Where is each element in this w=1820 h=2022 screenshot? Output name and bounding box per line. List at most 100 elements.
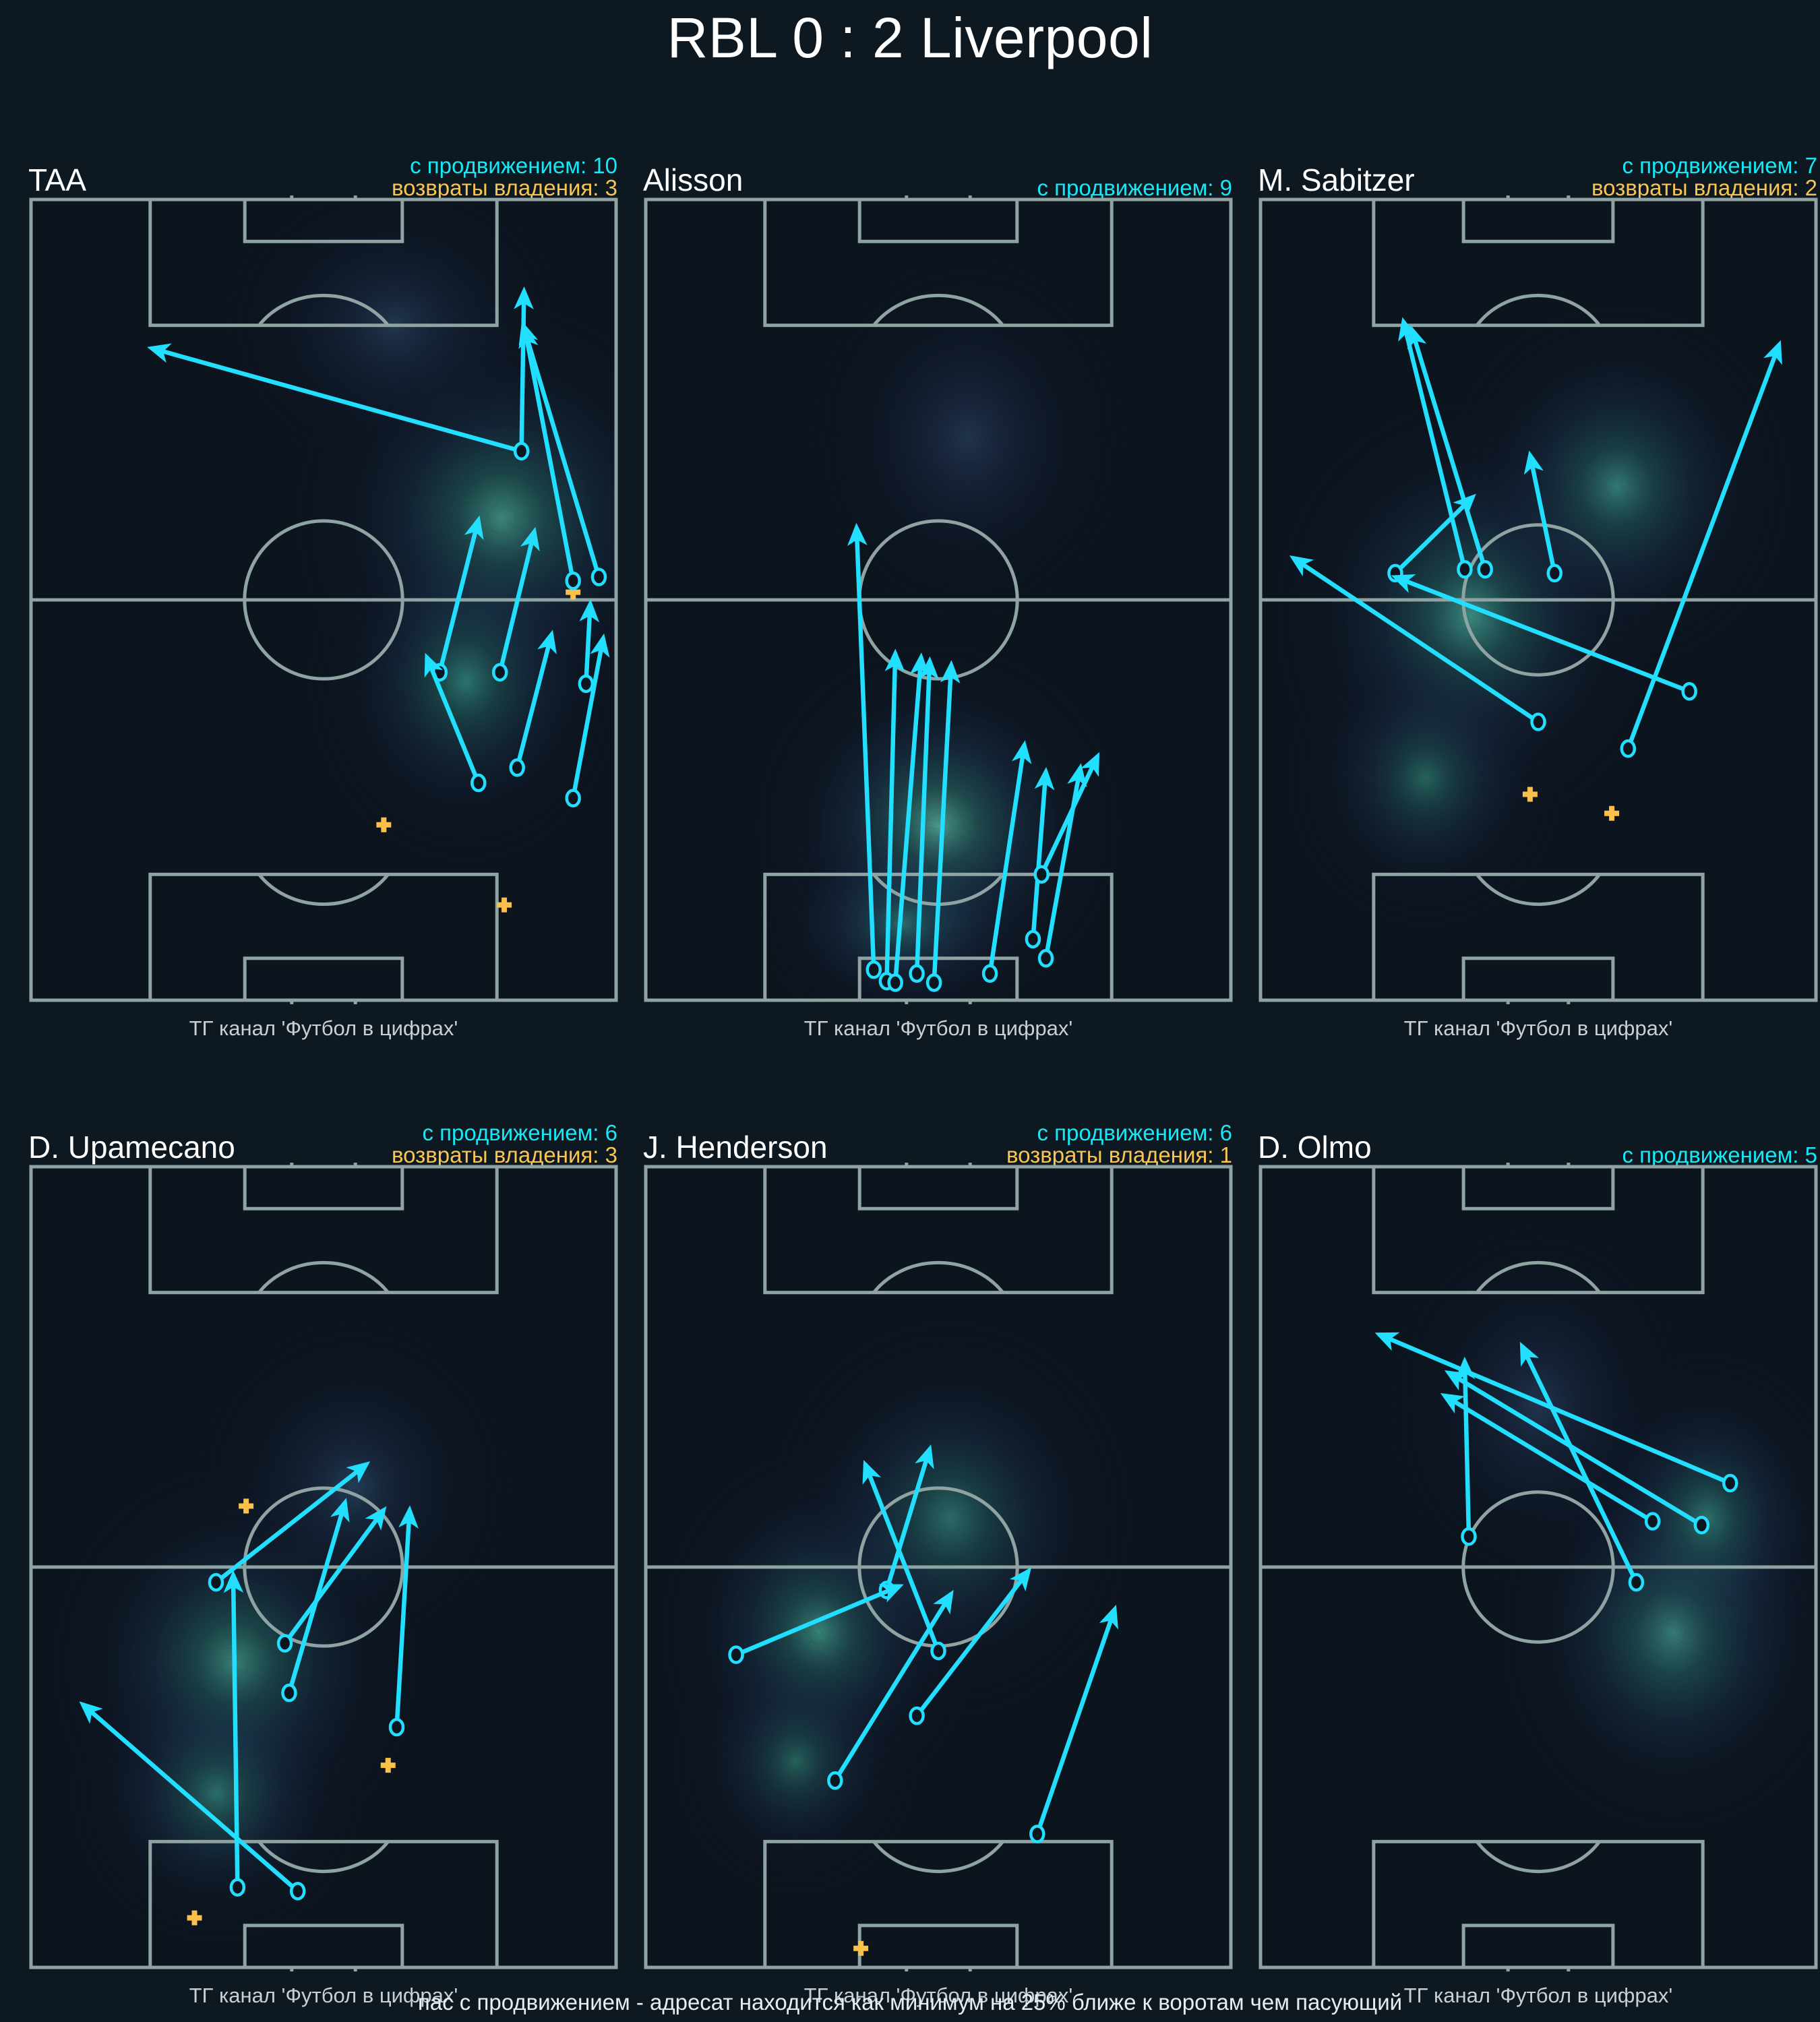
player-name: M. Sabitzer (1258, 162, 1415, 197)
progressive-passes-stat: с продвижением: 6 (422, 1120, 617, 1145)
pass-origin-dot (1620, 739, 1637, 758)
channel-credit: ТГ канал 'Футбол в цифрах' (803, 1016, 1073, 1040)
pass-arrow (1035, 1604, 1118, 1835)
pass-arrow (570, 633, 610, 799)
panel-stats: с продвижением: 6 возвраты владения: 3 (392, 1122, 617, 1167)
recovery-marker (497, 897, 512, 913)
pass-arrow (579, 599, 600, 684)
pass-arrow (1039, 752, 1100, 876)
pass-arrow (1043, 763, 1087, 959)
progressive-passes-stat: с продвижением: 10 (410, 152, 617, 178)
pass-origin-dot (1033, 865, 1050, 884)
pass-arrow (932, 660, 961, 983)
pass-arrow (915, 1567, 1032, 1717)
pass-origin-dot (1681, 682, 1697, 701)
pass-origin-dot (509, 758, 525, 777)
pass-arrow (1523, 450, 1557, 574)
pass-origin-dot (1628, 1572, 1645, 1592)
recovery-marker (376, 817, 392, 832)
panel-stats: с продвижением: 5 (1622, 1144, 1817, 1167)
pass-arrow (735, 1584, 904, 1657)
possession-heatmap (228, 200, 616, 859)
panel-header: J. Henderson с продвижением: 6 возвраты вл… (642, 1109, 1235, 1167)
pass-arrow (518, 321, 601, 578)
player-panel-alisson: Alisson с продвижением: 9 ТГ канал 'Футбол… (642, 142, 1235, 1072)
pitch-markings (644, 1163, 1233, 1971)
pass-origin-dot (1461, 1527, 1477, 1546)
panel-stats: с продвижением: 9 (1037, 177, 1232, 200)
pass-origin-dot (565, 571, 581, 590)
panel-header: D. Upamecano с продвижением: 6 возвраты вл… (27, 1109, 620, 1167)
pitch-markings (644, 195, 1233, 1004)
pass-origin-dot (1693, 1516, 1710, 1535)
pass-arrow (286, 1498, 350, 1694)
pass-arrow (518, 324, 576, 582)
player-panel-d-olmo: D. Olmo с продвижением: 5 ТГ канал 'Футбол… (1256, 1109, 1820, 2022)
pass-arrow (282, 1506, 387, 1645)
panel-grid: TAA с продвижением: 10 возвраты владения: … (0, 142, 1820, 2022)
recovery-marker (1522, 787, 1538, 802)
pass-origin-dot (930, 1641, 946, 1661)
pitch-markings (29, 195, 618, 1004)
pass-arrow (988, 740, 1032, 974)
pass-arrow (1398, 317, 1467, 570)
panel-stats: с продвижением: 10 возвраты владения: 3 (392, 154, 617, 200)
pitch-plot (642, 195, 1235, 1004)
pass-arrow (1440, 1392, 1654, 1523)
pass-origin-dot (289, 1882, 306, 1901)
recovery-marker (1604, 805, 1620, 821)
player-panel-m-sabitzer: M. Sabitzer с продвижением: 7 возвраты вла… (1256, 142, 1820, 1072)
pass-origin-dot (229, 1878, 246, 1897)
player-panel-taa: TAA с продвижением: 10 возвраты владения: … (27, 142, 620, 1072)
recovery-marker (566, 584, 581, 600)
pass-origin-dot (276, 1634, 293, 1653)
pitch-plot (27, 1163, 620, 1971)
recovery-marker (239, 1498, 254, 1514)
pass-arrow (833, 1589, 954, 1782)
pass-arrow (1444, 1370, 1703, 1527)
recovery-marker (380, 1758, 396, 1773)
pass-origin-dot (513, 441, 530, 461)
pass-arrow (892, 652, 930, 983)
pass-arrow (437, 515, 484, 673)
pass-origin-dot (909, 1706, 925, 1725)
pass-origin-dot (565, 789, 581, 807)
pass-arrow (514, 286, 534, 452)
pass-arrow (914, 656, 939, 974)
player-name: D. Upamecano (28, 1130, 235, 1165)
pitch-markings (1258, 195, 1818, 1004)
pass-origin-dot (491, 663, 508, 682)
channel-credit: ТГ канал 'Футбол в цифрах' (189, 1984, 458, 2007)
channel-credit: ТГ канал 'Футбол в цифрах' (1403, 1016, 1673, 1040)
pass-origin-dot (590, 568, 607, 586)
pass-origin-dot (926, 973, 942, 992)
pass-origin-dot (388, 1717, 405, 1737)
pass-origin-dot (471, 773, 487, 793)
recoveries-stat: возвраты владения: 1 (1006, 1142, 1232, 1168)
pass-origin-dot (1722, 1473, 1738, 1493)
player-panel-j-henderson: J. Henderson с продвижением: 6 возвраты вл… (642, 1109, 1235, 2022)
pass-arrow (147, 343, 522, 454)
pass-origin-dot (1025, 929, 1041, 949)
recovery-marker (187, 1910, 202, 1926)
pass-origin-dot (1029, 1825, 1045, 1843)
recoveries-stat: возвраты владения: 3 (392, 1142, 617, 1168)
pass-arrow (394, 1505, 419, 1727)
pass-origin-dot (887, 973, 903, 992)
progressive-passes-stat: с продвижением: 5 (1622, 1142, 1817, 1168)
possession-heatmap (1278, 308, 1787, 924)
channel-credit: ТГ канал 'Футбол в цифрах' (189, 1016, 458, 1040)
player-name: D. Olmo (1258, 1130, 1372, 1165)
player-name: J. Henderson (643, 1130, 828, 1165)
pass-arrow (847, 522, 876, 970)
pass-origin-dot (281, 1683, 297, 1703)
pass-arrow (1391, 574, 1691, 694)
pass-arrow (1519, 1341, 1639, 1584)
pass-arrow (223, 1570, 244, 1888)
pitch-markings (1258, 1163, 1818, 1971)
pitch-plot (1256, 195, 1820, 1004)
recoveries-stat: возвраты владения: 2 (1591, 175, 1817, 201)
pass-origin-dot (827, 1771, 843, 1790)
pass-origin-dot (1457, 559, 1473, 579)
